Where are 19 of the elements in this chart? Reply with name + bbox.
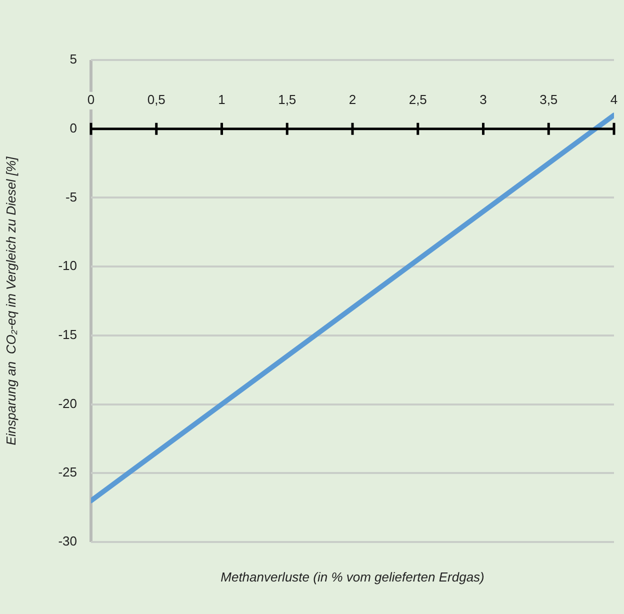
y-tick-label: -20 [58,396,77,411]
y-tick-label: 0 [70,120,77,136]
x-tick-label: 0 [87,92,95,108]
y-tick-label: -5 [65,189,77,204]
x-tick-label: 2 [348,92,356,108]
x-tick-label: 1 [218,92,226,108]
y-tick-label: 5 [70,52,77,67]
y-axis-title: Einsparung an CO₂-eq im Vergleich zu Diesel [%] [3,156,18,446]
x-tick-label: 3 [480,92,487,108]
x-tick-label: 1,5 [278,92,296,108]
y-tick-label: -30 [58,534,77,549]
y-tick-label: -10 [58,258,77,274]
x-tick-label: 4 [610,92,618,108]
y-tick-label: -15 [58,327,77,342]
y-tick-label: -25 [58,464,77,480]
x-tick-label: 3,5 [540,92,558,108]
x-tick-label: 2,5 [408,92,427,108]
x-tick-label: 0,5 [147,92,166,108]
x-axis-title: Methanverluste (in % vom gelieferten Erdgas) [220,570,484,585]
